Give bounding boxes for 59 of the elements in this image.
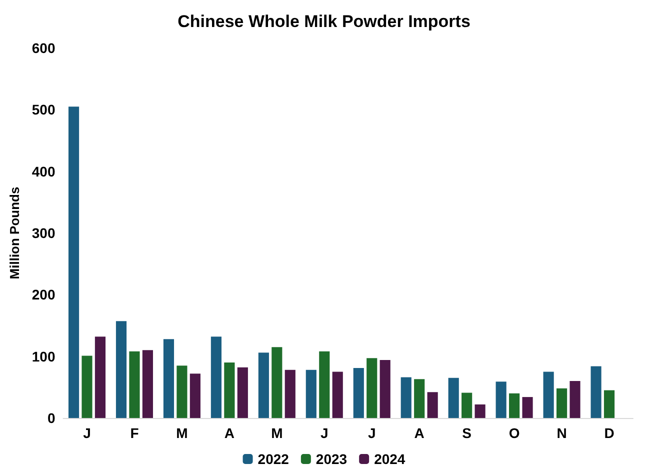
y-axis-title: Million Pounds (7, 186, 22, 280)
legend-label: 2022 (258, 451, 290, 467)
bar (163, 339, 174, 418)
y-tick-label: 0 (47, 410, 56, 426)
bar (366, 358, 378, 418)
bar (129, 351, 140, 418)
bar (284, 370, 296, 418)
x-tick-label: O (508, 425, 520, 441)
x-tick-label: J (83, 425, 91, 441)
bar (380, 360, 390, 418)
bar (82, 356, 92, 418)
x-tick-label: A (414, 425, 424, 441)
bar (522, 397, 533, 418)
x-tick-label: D (604, 425, 614, 441)
x-tick-label: F (130, 425, 140, 441)
x-tick-label: J (368, 425, 376, 441)
bar (210, 336, 222, 418)
x-tick-label: M (176, 425, 188, 441)
bar (190, 374, 200, 418)
bar (306, 370, 316, 418)
y-tick-label: 400 (32, 163, 56, 180)
bar (258, 352, 269, 418)
bar (462, 392, 472, 418)
bar (400, 377, 412, 418)
chart-title: Chinese Whole Milk Powder Imports (178, 12, 470, 31)
bar (474, 404, 486, 418)
bar (142, 350, 153, 418)
bar (68, 106, 80, 418)
legend-label: 2023 (316, 451, 348, 467)
y-tick-label: 300 (32, 225, 56, 241)
bar (604, 390, 615, 418)
bar (319, 351, 330, 418)
bar (237, 367, 248, 418)
x-tick-label: M (271, 425, 283, 441)
bar (272, 347, 282, 418)
bar (556, 388, 568, 418)
bar (176, 366, 188, 418)
x-tick-label: N (556, 425, 567, 441)
bar (94, 336, 106, 418)
bar (570, 381, 580, 418)
legend-label: 2024 (374, 451, 406, 467)
bar (496, 382, 506, 418)
bar (353, 368, 364, 418)
y-tick-label: 100 (32, 348, 56, 364)
bar (116, 321, 127, 418)
bar (332, 372, 343, 418)
bar (414, 379, 425, 418)
bar (543, 372, 554, 418)
x-tick-label: A (224, 425, 234, 441)
y-tick-label: 600 (32, 40, 56, 56)
y-tick-label: 500 (32, 102, 56, 118)
bar (224, 362, 235, 418)
bar (448, 378, 459, 418)
bar (427, 392, 438, 418)
y-tick-label: 200 (32, 286, 56, 303)
bar (590, 366, 602, 418)
x-tick-label: J (320, 425, 328, 441)
bar (509, 393, 520, 418)
x-tick-label: S (462, 425, 472, 441)
